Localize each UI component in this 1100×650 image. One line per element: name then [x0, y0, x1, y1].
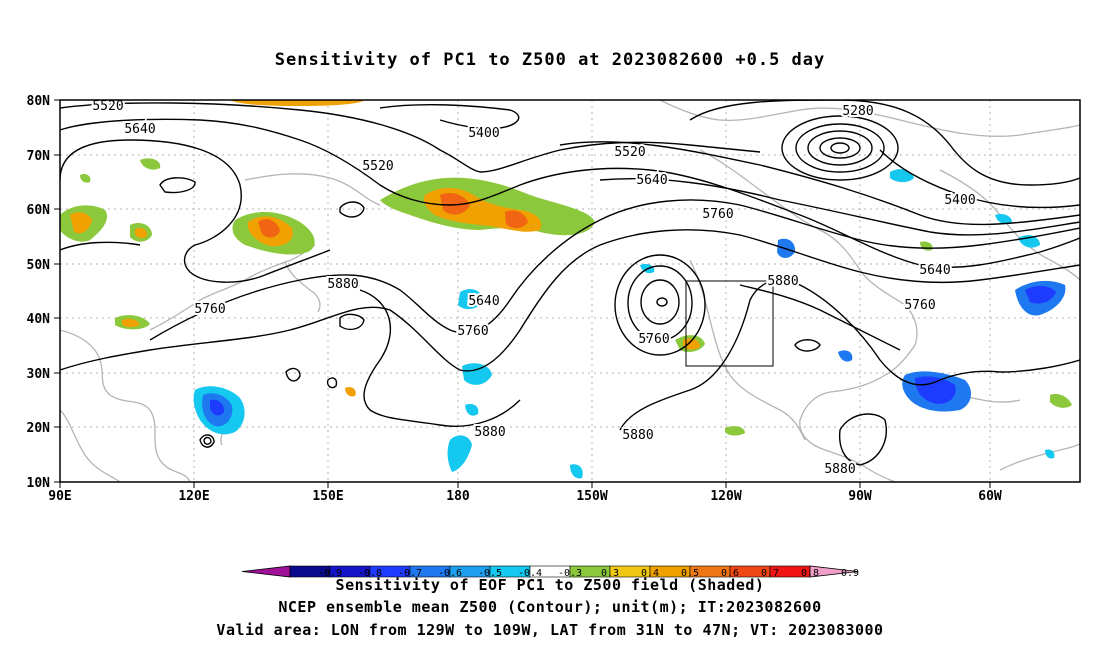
lat-label: 70N	[27, 149, 51, 164]
lon-label: 150W	[576, 489, 607, 504]
contour-label: 5280	[842, 104, 873, 119]
lon-label: 120E	[178, 489, 209, 504]
colorbar-tick-label: -0.8	[358, 568, 382, 579]
positive-sensitivity-shading	[60, 100, 1072, 436]
contour-label: 5880	[474, 425, 505, 440]
chart-title: Sensitivity of PC1 to Z500 at 2023082600…	[274, 50, 826, 70]
lon-axis-labels: 90E 120E 150E 180 150W 120W 90W 60W	[48, 489, 1002, 504]
contour-label: 5520	[92, 99, 123, 114]
valid-area-box	[685, 280, 774, 367]
contour-label: 5640	[919, 263, 950, 278]
lon-label: 180	[446, 489, 470, 504]
contour-label: 5760	[194, 302, 225, 317]
caption-line-1: Sensitivity of EOF PC1 to Z500 field (Sh…	[335, 576, 765, 594]
caption-line-2: NCEP ensemble mean Z500 (Contour); unit(…	[278, 598, 822, 616]
colorbar-tick-label: -0.9	[318, 568, 342, 579]
map-border	[59, 99, 1081, 483]
colorbar-tick-label: 0.3	[601, 568, 619, 579]
colorbar-tick-label: -0.7	[398, 568, 422, 579]
colorbar-high-triangle	[809, 565, 859, 578]
contour-label: 5520	[362, 159, 393, 174]
contour-label: 5880	[767, 274, 798, 289]
colorbar-tick-label: -0.4	[518, 568, 542, 579]
contour-label: 5760	[904, 298, 935, 313]
lat-label: 50N	[27, 258, 51, 273]
lat-label: 30N	[27, 367, 51, 382]
contour-label: 5640	[468, 294, 499, 309]
colorbar-tick-label: -0.5	[478, 568, 502, 579]
colorbar-tick-label: 0.6	[721, 568, 739, 579]
contour-label: 5880	[327, 277, 358, 292]
lon-label: 150E	[312, 489, 343, 504]
colorbar: -0.9 -0.8 -0.7 -0.6 -0.5 -0.4 -0.3 0.3 0.4 0.5 0.6…	[241, 565, 859, 579]
axis-ticks	[54, 99, 991, 488]
lon-label: 60W	[978, 489, 1002, 504]
contour-label: 5400	[468, 126, 499, 141]
contour-label: 5520	[614, 145, 645, 160]
contour-label: 5760	[702, 207, 733, 222]
contour-label: 5400	[944, 193, 975, 208]
z500-contours	[60, 100, 1080, 466]
lat-axis-labels: 80N 70N 60N 50N 40N 30N 20N 10N	[27, 94, 51, 491]
colorbar-tick-label: 0.8	[801, 568, 819, 579]
colorbar-tick-label: 0.4	[641, 568, 659, 579]
lat-label: 20N	[27, 421, 51, 436]
contour-label: 5640	[636, 173, 667, 188]
colorbar-tick-label: 0.5	[681, 568, 699, 579]
colorbar-tick-label: -0.3	[558, 568, 582, 579]
contour-label: 5760	[638, 332, 669, 347]
lon-label: 90E	[48, 489, 71, 504]
lat-label: 40N	[27, 312, 51, 327]
contour-label: 5880	[622, 428, 653, 443]
lon-label: 120W	[710, 489, 741, 504]
colorbar-tick-label: -0.6	[438, 568, 462, 579]
colorbar-tick-label: 0.9	[841, 568, 859, 579]
contour-label: 5760	[457, 324, 488, 339]
contour-label: 5880	[824, 462, 855, 477]
contour-labels: 5520 5640 5520 5400 5520 5640 5760 5280 …	[90, 97, 977, 479]
lat-label: 80N	[27, 94, 51, 109]
lat-label: 10N	[27, 476, 51, 491]
caption-line-3: Valid area: LON from 129W to 109W, LAT f…	[216, 621, 884, 639]
colorbar-tick-label: 0.7	[761, 568, 779, 579]
lon-label: 90W	[848, 489, 872, 504]
contour-label: 5640	[124, 122, 155, 137]
lat-label: 60N	[27, 203, 51, 218]
